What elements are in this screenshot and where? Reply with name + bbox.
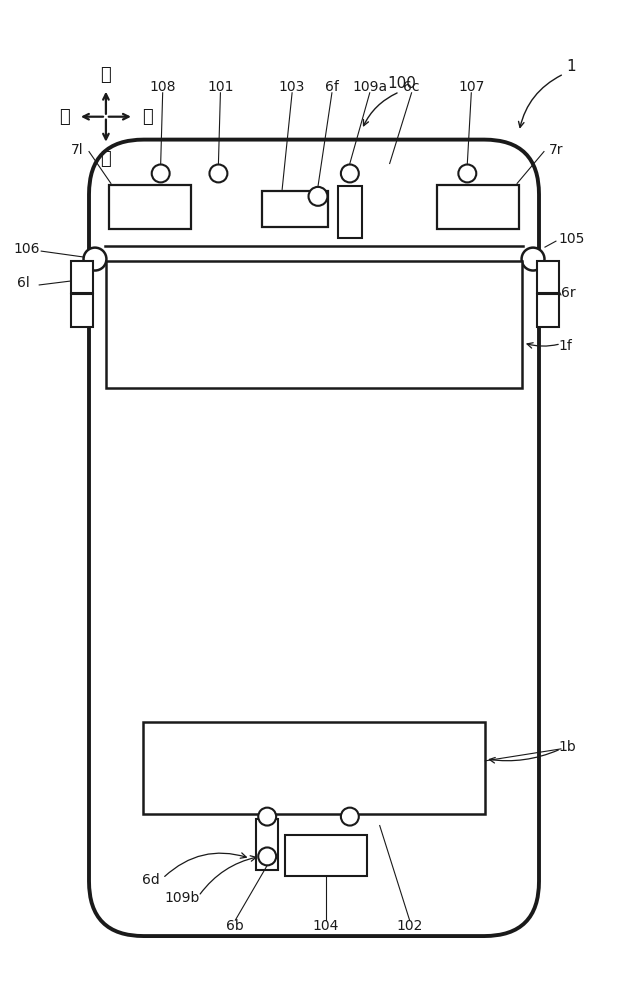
Text: 1b: 1b [559,740,577,754]
Bar [438,185,519,229]
Circle shape [258,847,276,865]
Text: 7l: 7l [70,143,83,157]
Circle shape [210,164,227,182]
Text: 104: 104 [313,919,339,933]
Bar [71,261,93,293]
Bar [263,191,328,227]
Text: 105: 105 [559,232,585,246]
Text: 6f: 6f [325,80,339,94]
Circle shape [522,248,544,271]
Text: 前: 前 [100,66,111,84]
Circle shape [308,187,327,206]
Bar [537,294,559,327]
Text: 6b: 6b [227,919,244,933]
Text: 7r: 7r [549,143,563,157]
Circle shape [458,164,476,182]
Text: 1f: 1f [559,339,573,353]
FancyBboxPatch shape [89,140,539,936]
Text: 109b: 109b [165,891,200,905]
Bar [338,186,362,238]
Bar [285,835,367,876]
Circle shape [341,808,359,826]
Text: 1: 1 [566,59,576,74]
Bar [256,819,278,870]
Text: 右: 右 [143,108,153,126]
Text: 109a: 109a [352,80,387,94]
Bar [537,261,559,293]
Text: 6c: 6c [403,80,420,94]
Circle shape [84,248,106,271]
Text: 100: 100 [387,76,416,91]
Text: 6d: 6d [142,873,160,887]
Text: 6r: 6r [561,286,575,300]
Text: 106: 106 [13,242,40,256]
Text: 左: 左 [59,108,70,126]
Text: 101: 101 [207,80,234,94]
Text: 6l: 6l [17,276,30,290]
Bar [109,185,190,229]
Bar [71,294,93,327]
Bar [106,261,522,388]
Text: 103: 103 [279,80,305,94]
Circle shape [341,164,359,182]
Circle shape [258,808,276,826]
Text: 102: 102 [396,919,423,933]
Circle shape [152,164,170,182]
Text: 107: 107 [458,80,484,94]
Bar [143,722,485,814]
Text: 后: 后 [100,150,111,168]
Text: 108: 108 [149,80,176,94]
